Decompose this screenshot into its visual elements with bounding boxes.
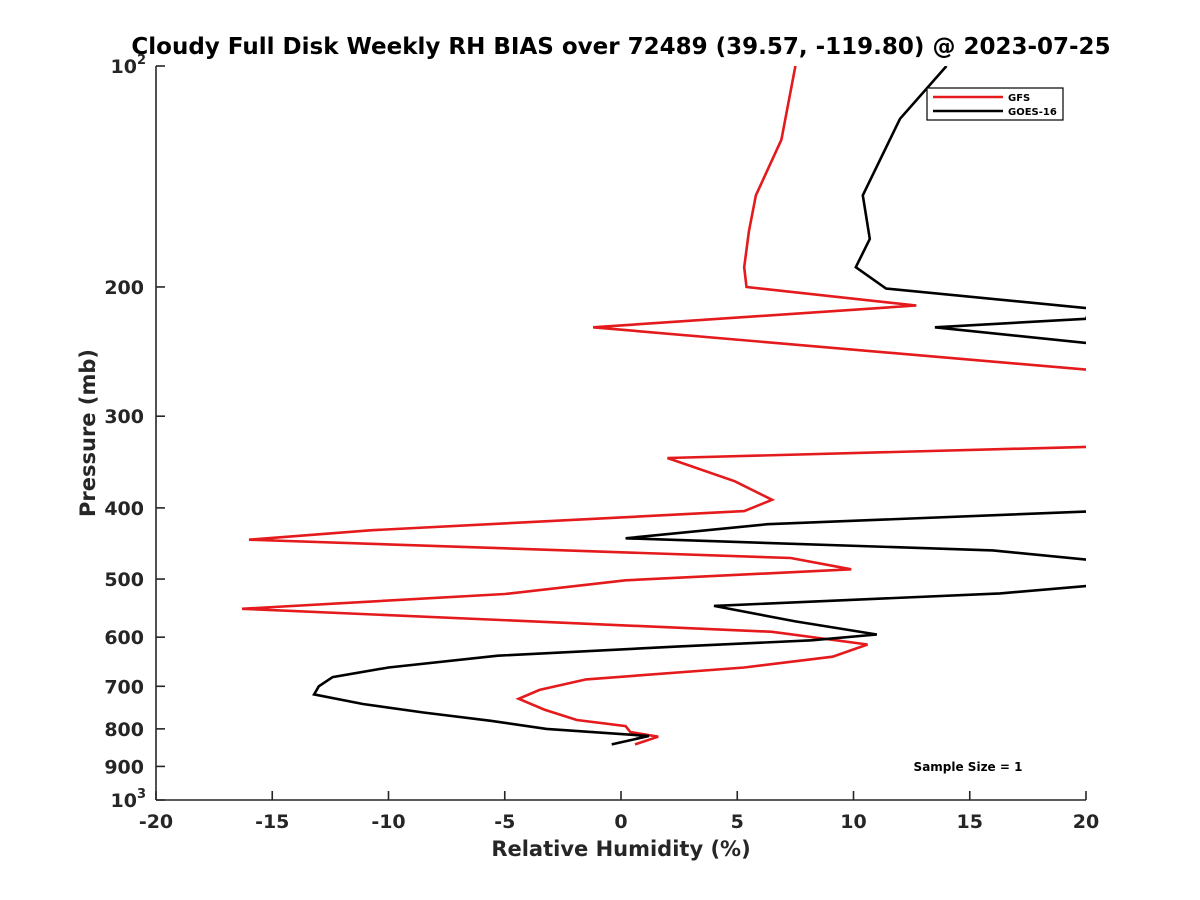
y-axis-label: Pressure (mb) [76, 349, 100, 517]
y-tick-label: 800 [104, 719, 144, 741]
y-tick-label: 600 [104, 627, 144, 649]
y-tick-label: 400 [104, 498, 144, 520]
series-layer [241, 66, 1086, 746]
legend-label-gfs: GFS [1008, 93, 1030, 104]
legend-box [926, 87, 1064, 121]
series-line-goes16 [312, 66, 1086, 746]
x-tick-label: -10 [371, 811, 405, 833]
x-tick-label: 15 [957, 811, 983, 833]
chart-title: Cloudy Full Disk Weekly RH BIAS over 724… [131, 34, 1110, 60]
series-line-gfs [241, 66, 1086, 746]
y-tick-label: 500 [104, 569, 144, 591]
x-tick-label: 20 [1073, 811, 1099, 833]
y-tick-label: 700 [104, 676, 144, 698]
x-axis-label: Relative Humidity (%) [491, 837, 750, 861]
plot-area [156, 66, 1086, 800]
x-tick-label: 5 [731, 811, 744, 833]
x-tick-label: -5 [494, 811, 515, 833]
x-tick-label: 10 [840, 811, 866, 833]
x-tick-label: -15 [255, 811, 289, 833]
y-tick-label: 200 [104, 277, 144, 299]
y-tick-label: 900 [104, 756, 144, 778]
y-tick-label: 103 [111, 787, 147, 812]
y-tick-label: 102 [111, 53, 147, 78]
y-ticks: 102 200 300 400 500 600 700 800 900 103 [104, 53, 165, 812]
legend-label-goes16: GOES-16 [1008, 107, 1057, 118]
x-tick-label: 0 [614, 811, 627, 833]
sample-size-annotation: Sample Size = 1 [914, 760, 1023, 774]
x-tick-label: -20 [139, 811, 173, 833]
x-ticks: -20 -15 -10 -5 0 5 10 15 20 [139, 791, 1099, 833]
legend: GFS GOES-16 [926, 87, 1064, 121]
y-tick-label: 300 [104, 406, 144, 428]
